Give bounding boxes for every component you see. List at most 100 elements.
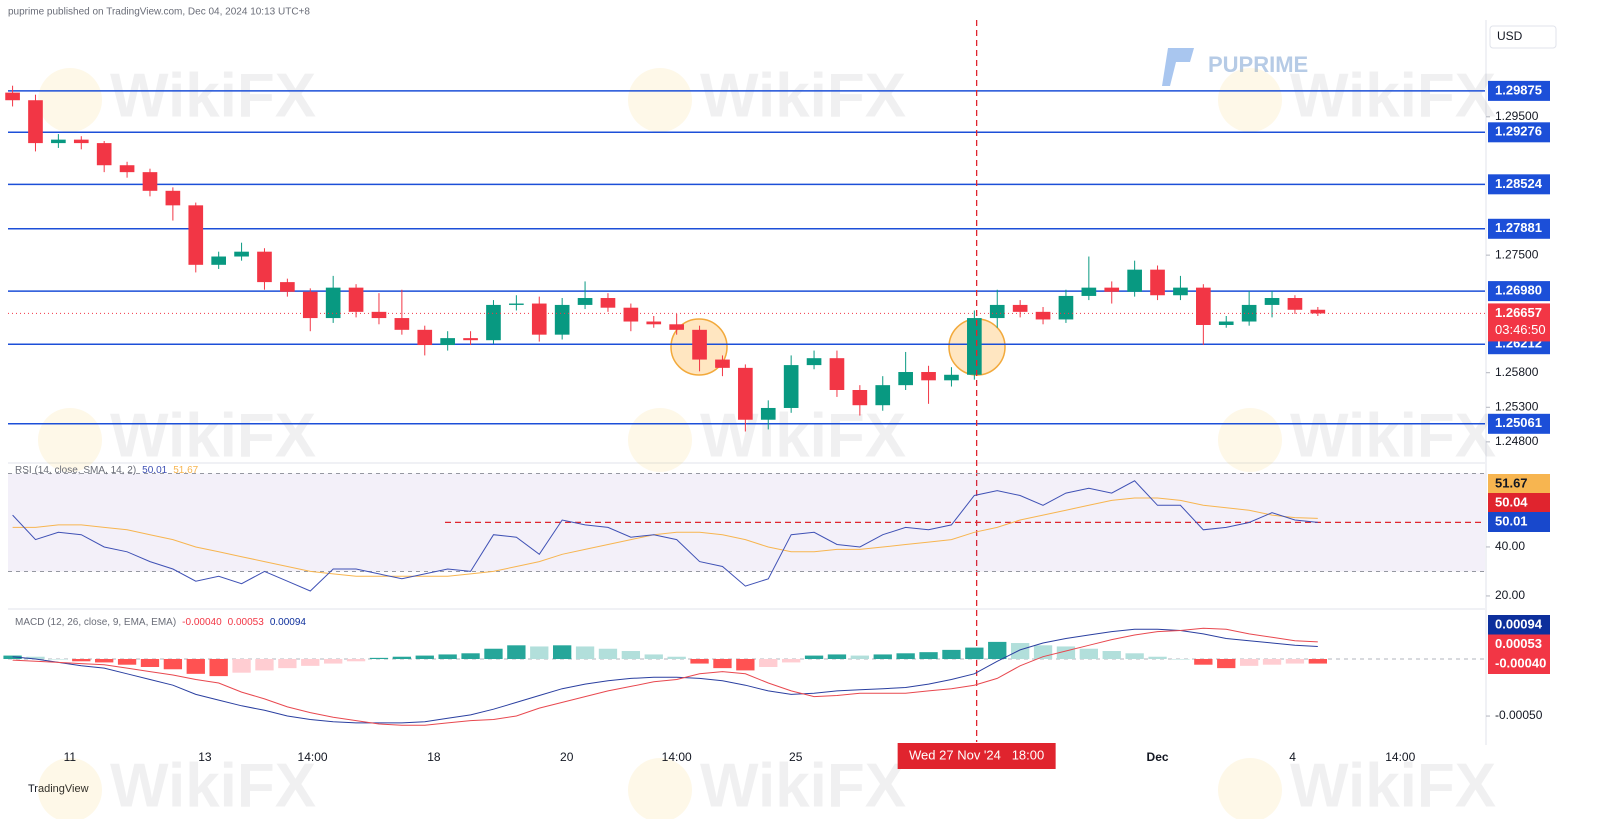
pane-title: RSI (14, close, SMA, 14, 2): [15, 465, 136, 476]
histogram-bar: [598, 648, 618, 660]
y-tick-label: 40.00: [1495, 539, 1525, 553]
macd-line: [12, 628, 1318, 724]
watermark-logo: [1218, 408, 1282, 472]
currency-box: [1489, 25, 1557, 49]
crosshair-y-label-box: [1488, 493, 1550, 513]
candle-body: [325, 287, 341, 319]
candle-body: [1196, 287, 1211, 325]
x-tick-label: 13: [198, 750, 212, 764]
candle-body: [1150, 269, 1165, 296]
rsi-line: [12, 497, 1318, 577]
x-tick-label: 14:00: [298, 750, 328, 764]
candle-body: [1081, 287, 1097, 296]
histogram-bar: [621, 651, 641, 660]
histogram-bar: [186, 659, 205, 674]
level-label-box: [1488, 218, 1550, 239]
histogram-bar: [644, 654, 663, 660]
histogram-bar: [1102, 651, 1121, 660]
y-tick-label: 1.29500: [1495, 109, 1539, 123]
level-label-box: [1488, 413, 1550, 434]
candle-body: [715, 359, 730, 368]
histogram-bar: [553, 645, 572, 660]
histogram-bar: [278, 659, 297, 669]
histogram-bar: [1194, 659, 1213, 665]
candle-body: [577, 298, 593, 305]
histogram-bar: [301, 659, 320, 666]
watermark-logo: [628, 408, 692, 472]
legend-value: 0.00053: [228, 617, 265, 628]
histogram-bar: [209, 659, 228, 677]
level-label: 1.29875: [1495, 82, 1542, 97]
candle-body: [554, 304, 570, 335]
candle-body: [1264, 298, 1280, 305]
level-label: 1.26980: [1495, 283, 1542, 298]
brand-icon: [1162, 48, 1194, 86]
candle-body: [1058, 295, 1074, 320]
histogram-bar: [1217, 659, 1236, 669]
legend-value: 0.00094: [270, 617, 307, 628]
histogram-bar: [255, 659, 274, 671]
x-tick-label: 14:00: [1385, 750, 1415, 764]
histogram-bar: [1308, 659, 1327, 664]
candle-body: [944, 374, 959, 381]
watermark-logo: [38, 758, 102, 819]
histogram-bar: [324, 659, 343, 664]
histogram-bar: [1239, 659, 1259, 666]
candle-body: [646, 321, 662, 325]
histogram-bar: [965, 647, 984, 660]
watermark-logo: [628, 68, 692, 132]
macd-value-label-box: [1488, 615, 1550, 635]
level-label: 1.27881: [1495, 220, 1542, 235]
x-tick-label: 25: [789, 750, 803, 764]
candle-body: [1287, 298, 1303, 310]
histogram-bar: [1285, 659, 1305, 664]
x-tick-label: 4: [1289, 750, 1296, 764]
candle-body: [394, 318, 410, 330]
candle-body: [669, 324, 684, 330]
candle-body: [1035, 311, 1051, 320]
histogram-bar: [461, 653, 480, 660]
watermark-logo: [628, 758, 692, 819]
histogram-bar: [232, 659, 251, 673]
candle-body: [1173, 287, 1188, 296]
candle-body: [1104, 287, 1120, 292]
x-tick-label: Dec: [1147, 750, 1169, 764]
histogram-bar: [507, 645, 526, 660]
histogram-bar: [667, 656, 686, 660]
candle-body: [509, 303, 524, 305]
brand-name: PUPRIME: [1208, 52, 1308, 77]
histogram-bar: [392, 656, 412, 660]
histogram-bar: [3, 655, 22, 660]
watermark: WikiFX: [700, 61, 906, 130]
footer-brand: TradingView: [28, 783, 89, 795]
level-label-box: [1488, 281, 1550, 302]
level-label: 1.29276: [1495, 124, 1542, 139]
candle-body: [989, 304, 1005, 319]
histogram-bar: [72, 659, 91, 662]
legend-value: 51.67: [173, 465, 198, 476]
candle-body: [188, 205, 204, 265]
macd-line: [12, 627, 1318, 726]
crosshair-label: Wed 27 Nov '24 18:00: [909, 747, 1044, 762]
candle-body: [829, 358, 845, 390]
histogram-bar: [919, 652, 938, 660]
pane-title: MACD (12, 26, close, 9, EMA, EMA): [15, 617, 176, 628]
candle-body: [738, 367, 753, 420]
histogram-bar: [1148, 656, 1167, 660]
candle-body: [1127, 269, 1142, 292]
level-label: 1.25061: [1495, 415, 1542, 430]
watermark: WikiFX: [1290, 61, 1496, 130]
histogram-bar: [873, 654, 892, 660]
macd-value-label: -0.00040: [1495, 655, 1546, 670]
watermark-logo: [38, 408, 102, 472]
histogram-bar: [163, 659, 183, 670]
candle-body: [600, 298, 616, 308]
pane-legend: RSI (14, close, SMA, 14, 2) 50.01 51.67: [15, 465, 199, 476]
watermark-logo: [1218, 758, 1282, 819]
histogram-bar: [530, 646, 549, 660]
countdown: 03:46:50: [1495, 322, 1546, 337]
y-tick-label: 1.25300: [1495, 399, 1539, 413]
watermark: WikiFX: [1290, 751, 1496, 819]
